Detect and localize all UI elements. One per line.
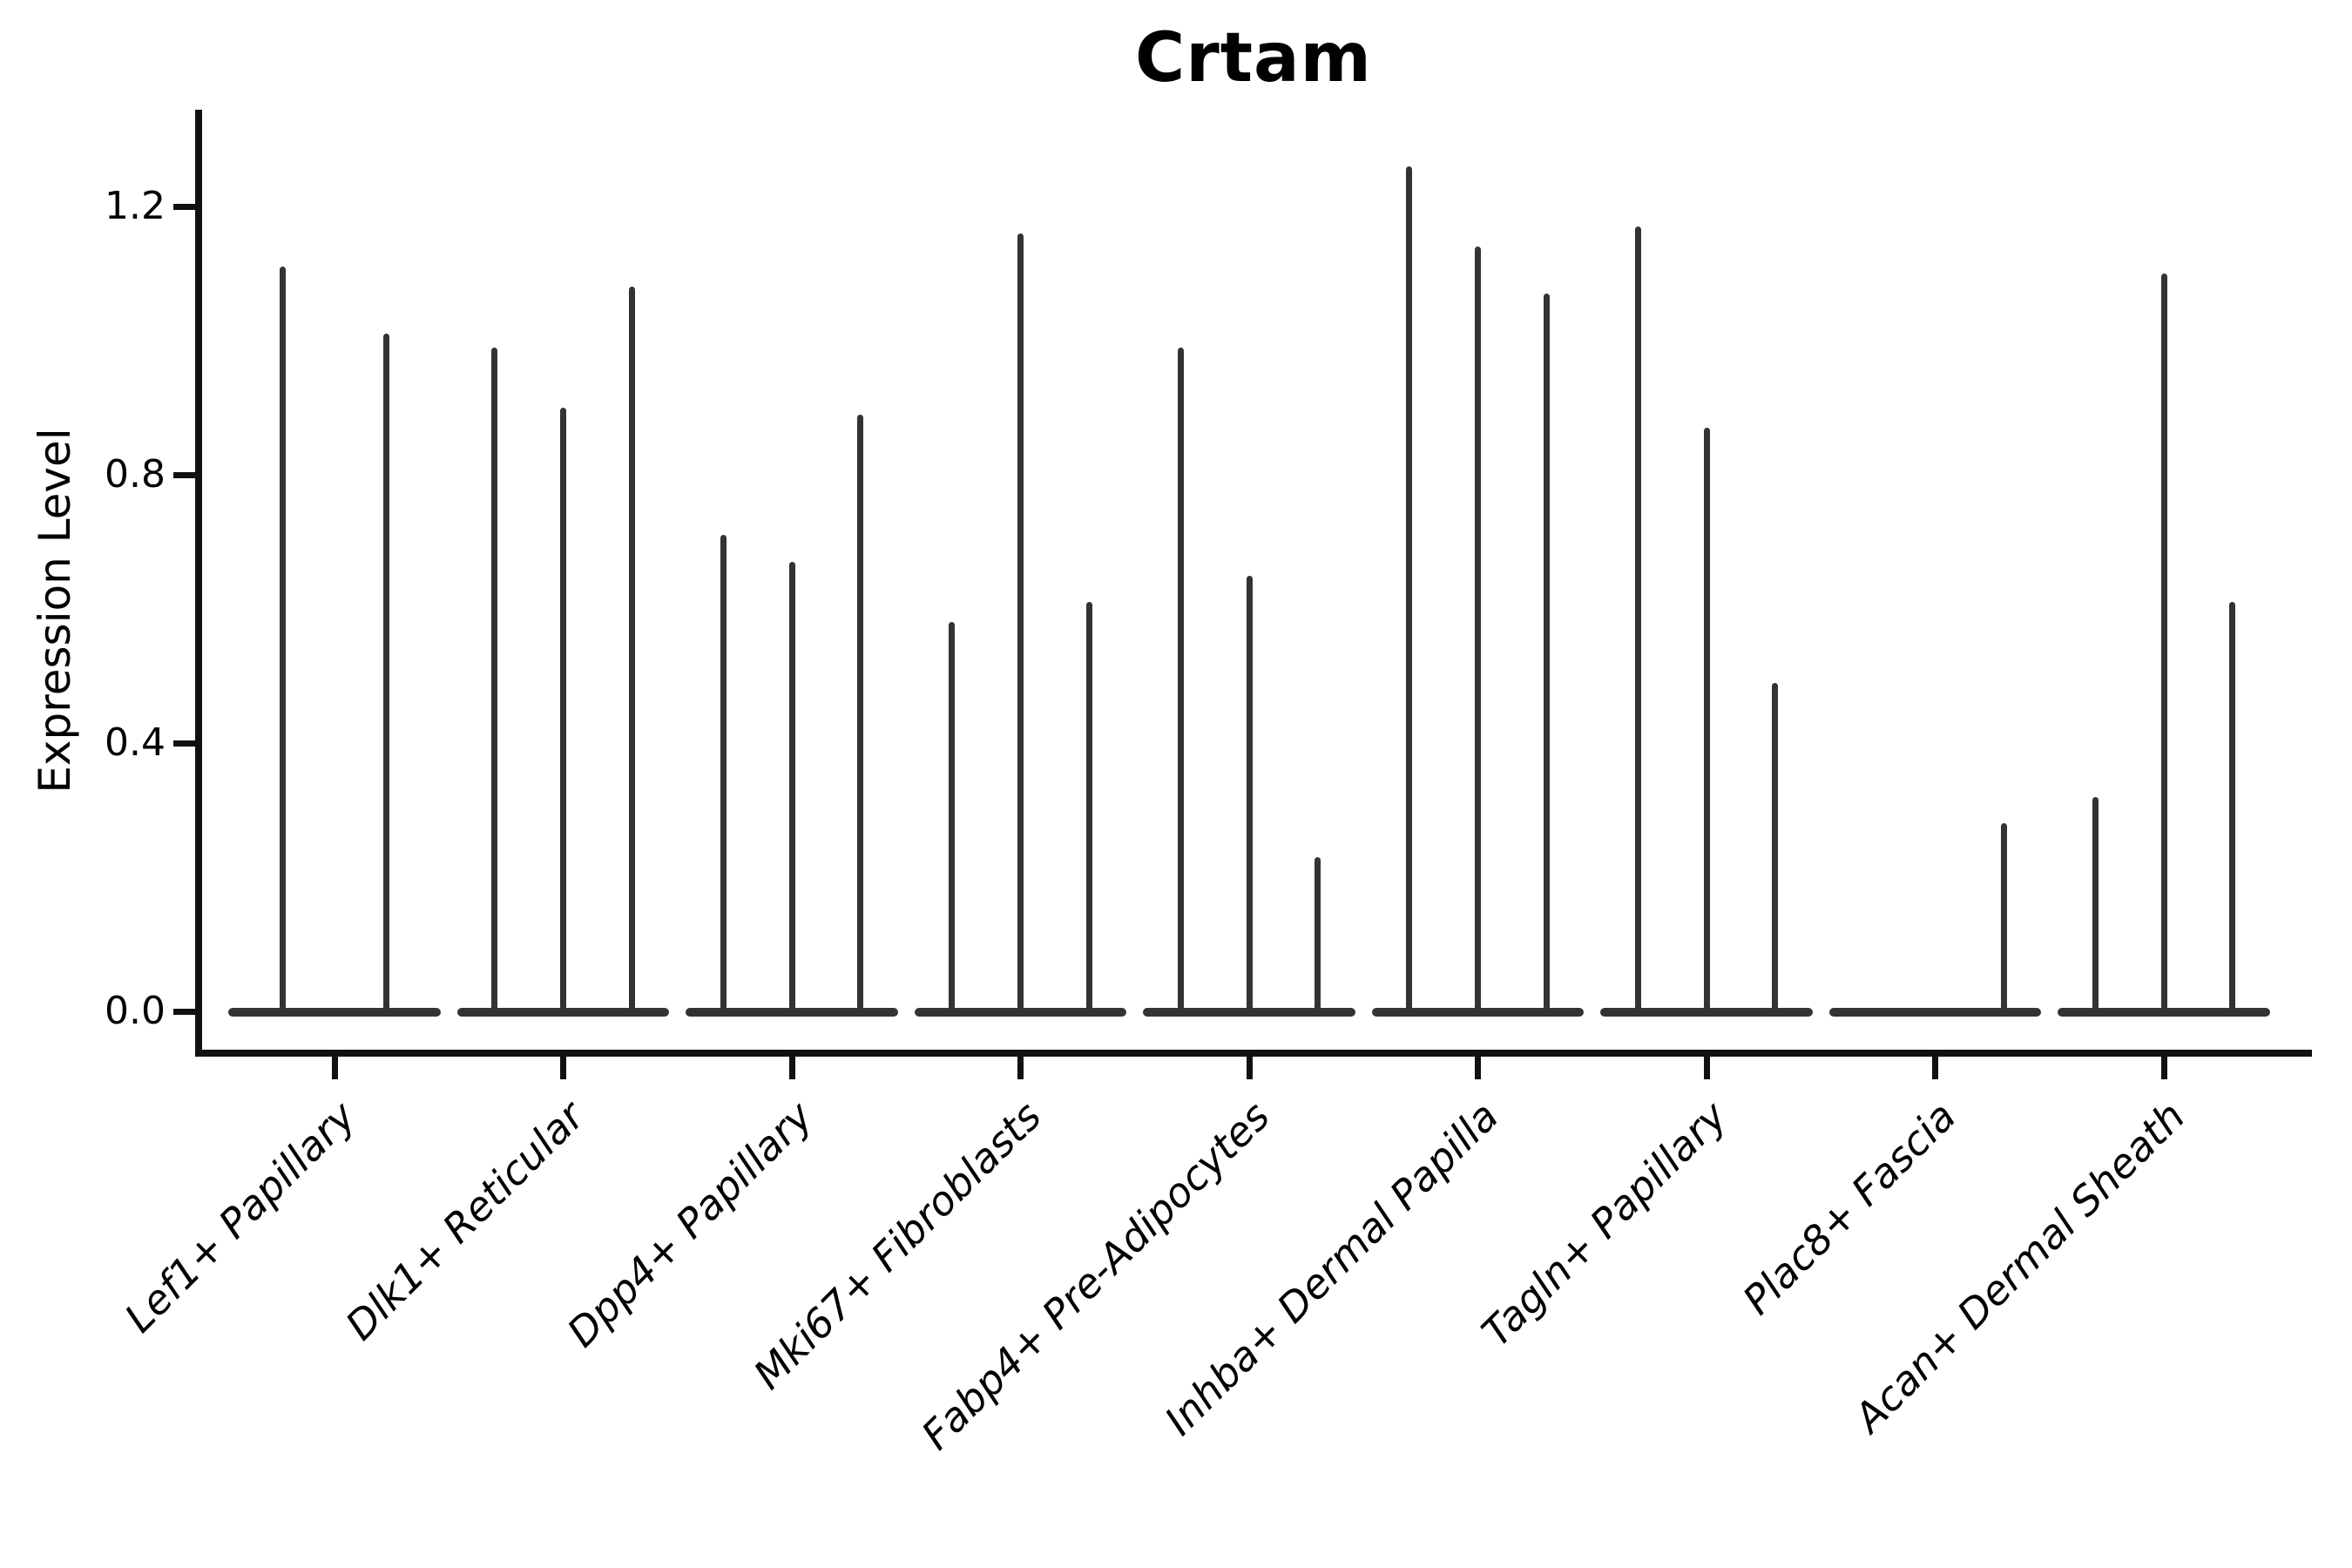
violin-spike	[1177, 347, 1184, 1011]
violin-base	[686, 1008, 898, 1017]
violin-spike	[1017, 233, 1024, 1011]
y-tick-mark	[173, 472, 196, 478]
x-tick-mark	[1017, 1057, 1024, 1079]
y-tick-mark	[173, 204, 196, 210]
violin-spike	[949, 622, 956, 1011]
violin-spike	[1406, 166, 1413, 1011]
violin-spike	[2229, 602, 2236, 1011]
x-tick-label: Tagln+ Papillary	[1472, 1092, 1737, 1356]
x-tick-label: Lef1+ Papillary	[115, 1092, 365, 1342]
violin-spike	[1315, 856, 1321, 1011]
violin-base	[456, 1008, 670, 1017]
y-tick-mark	[173, 1009, 196, 1015]
violin-spike	[382, 334, 389, 1011]
y-tick-label: 0.4	[105, 720, 166, 765]
violin-base	[1828, 1008, 2042, 1017]
violin-base	[1600, 1008, 1813, 1017]
x-tick-mark	[2160, 1057, 2167, 1079]
violin-base	[1371, 1008, 1585, 1017]
violin-spike	[628, 287, 635, 1011]
violin-spike	[2092, 796, 2099, 1011]
chart-title: Crtam	[1135, 19, 1372, 98]
x-tick-mark	[788, 1057, 795, 1079]
x-tick-label: Dlk1+ Reticular	[336, 1092, 593, 1349]
violin-spike	[1543, 294, 1550, 1011]
violin-base	[228, 1008, 441, 1017]
y-tick-label: 0.0	[105, 989, 166, 1033]
violin-spike	[491, 347, 498, 1011]
x-tick-mark	[1475, 1057, 1481, 1079]
violin-spike	[1475, 247, 1481, 1011]
violin-spike	[788, 562, 795, 1011]
x-tick-mark	[331, 1057, 338, 1079]
y-tick-mark	[173, 740, 196, 747]
x-tick-label: Dpp4+ Papillary	[558, 1092, 822, 1356]
y-tick-label: 0.8	[105, 452, 166, 497]
violin-base	[914, 1008, 1127, 1017]
violin-spike	[560, 408, 566, 1011]
y-axis-spine	[195, 110, 202, 1057]
violin-base	[2058, 1008, 2270, 1017]
x-axis-spine	[195, 1050, 2312, 1057]
violin-spike	[857, 414, 864, 1011]
violin-spike	[1634, 226, 1641, 1011]
violin-spike	[720, 535, 727, 1011]
violin-spike	[1246, 575, 1253, 1011]
violin-spike	[280, 267, 287, 1011]
violin-spike	[2160, 274, 2167, 1011]
x-tick-label: Plac8+ Fascia	[1734, 1092, 1965, 1324]
x-tick-mark	[1246, 1057, 1253, 1079]
violin-spike	[2000, 823, 2007, 1011]
x-tick-mark	[1703, 1057, 1710, 1079]
x-tick-mark	[1932, 1057, 1938, 1079]
violin-base	[1143, 1008, 1355, 1017]
y-axis-label: Expression Level	[30, 428, 80, 794]
violin-spike	[1772, 682, 1779, 1011]
x-tick-mark	[560, 1057, 566, 1079]
violin-spike	[1703, 428, 1710, 1011]
y-tick-label: 1.2	[105, 184, 166, 228]
violin-spike	[1085, 602, 1092, 1011]
